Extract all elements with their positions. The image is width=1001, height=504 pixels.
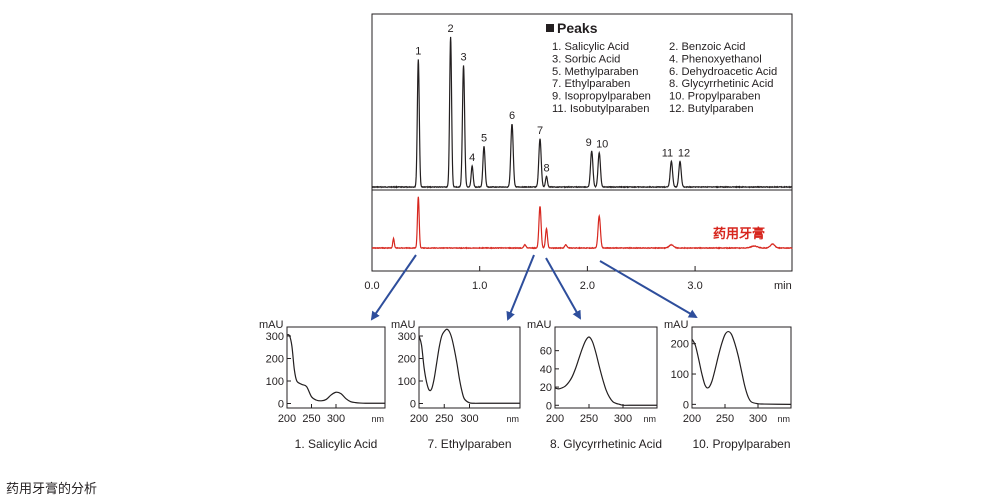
sample-trace [371, 196, 793, 250]
chromatogram-frame [371, 13, 793, 272]
y-tick-label: 300 [398, 331, 416, 343]
spectrum-title: 8. Glycyrrhetinic Acid [550, 437, 662, 451]
peak-label: 12 [678, 148, 690, 160]
legend-item: 1. Salicylic Acid [552, 41, 629, 53]
x-tick-label: 200 [278, 413, 296, 425]
x-tick-label: 250 [580, 413, 598, 425]
spectrum-panel: 0 100 200 200 250 300 nm mAU 10. Propylparaben [664, 319, 792, 451]
y-unit-label: mAU [527, 319, 552, 331]
spectrum-title: 10. Propylparaben [692, 437, 790, 451]
legend-item: 11. Isobutylparaben [552, 103, 649, 115]
legend-item: 10. Propylparaben [669, 91, 760, 103]
y-tick-label: 300 [266, 331, 284, 343]
y-tick-label: 200 [398, 354, 416, 366]
x-tick-label: 2.0 [580, 280, 595, 292]
arrow-10 [599, 260, 698, 319]
peak-label: 1 [415, 46, 421, 58]
arrow-8 [545, 257, 581, 320]
y-tick-label: 20 [540, 382, 552, 394]
spectrum-panel: 0 100 200 300 200 250 300 nm mAU 1. Salicylic Aci… [259, 319, 386, 451]
y-unit-label: mAU [391, 319, 416, 331]
y-tick-label: 200 [671, 339, 689, 351]
spectrum-curve [286, 333, 385, 404]
peak-label: 5 [481, 133, 487, 145]
x-tick-label: 0.0 [364, 280, 379, 292]
figure-caption: 药用牙膏的分析 [6, 482, 98, 497]
spectrum-curve [418, 328, 520, 404]
x-tick-label: 1.0 [472, 280, 487, 292]
standard-trace [371, 36, 793, 189]
spectrum-frame [554, 326, 658, 409]
y-tick-label: 0 [278, 399, 284, 411]
y-tick-label: 0 [683, 399, 689, 411]
chromatogram-x-axis: 0.0 1.0 2.0 3.0 [364, 266, 703, 292]
legend-item: 8. Glycyrrhetinic Acid [669, 78, 773, 90]
spectrum-curve [554, 336, 657, 406]
legend-item: 7. Ethylparaben [552, 78, 630, 90]
x-unit-label: nm [777, 414, 790, 424]
spectrum-curve [691, 330, 792, 405]
y-unit-label: mAU [664, 319, 689, 331]
sample-label: 药用牙膏 [713, 226, 765, 242]
arrow-1 [370, 254, 417, 321]
arrows [370, 254, 698, 321]
spectrum-panel: 0 20 40 60 200 250 300 nm mAU 8. Glycyrrhetinic A… [527, 319, 662, 451]
x-unit-label: nm [371, 414, 384, 424]
peaks-legend: Peaks 1. Salicylic Acid 2. Benzoic Acid 3.… [546, 20, 777, 115]
spectrum-title: 1. Salicylic Acid [295, 437, 378, 451]
spectrum-frame [286, 326, 386, 409]
peak-label: 4 [469, 152, 475, 164]
x-unit-label: nm [643, 414, 656, 424]
x-tick-label: 300 [614, 413, 632, 425]
spectrum-frame [691, 326, 792, 409]
y-tick-label: 60 [540, 346, 552, 358]
x-tick-label: 250 [435, 413, 453, 425]
x-tick-label: 300 [327, 413, 345, 425]
x-tick-label: 3.0 [687, 280, 702, 292]
y-tick-label: 40 [540, 364, 552, 376]
x-tick-label: 250 [302, 413, 320, 425]
peak-label: 9 [586, 137, 592, 149]
x-tick-label: 250 [716, 413, 734, 425]
legend-item: 2. Benzoic Acid [669, 41, 746, 53]
legend-item: 5. Methylparaben [552, 66, 638, 78]
legend-items: 1. Salicylic Acid 2. Benzoic Acid 3. Sorbi… [552, 41, 777, 115]
x-unit-label: nm [506, 414, 519, 424]
peak-label: 11 [662, 148, 673, 160]
legend-item: 9. Isopropylparaben [552, 91, 651, 103]
legend-square-icon [546, 24, 554, 32]
spectrum-frame [418, 326, 521, 409]
x-tick-label: 200 [546, 413, 564, 425]
peak-label: 3 [460, 52, 466, 64]
y-tick-label: 100 [398, 376, 416, 388]
arrow-7 [506, 254, 535, 321]
legend-item: 12. Butylparaben [669, 103, 754, 115]
legend-title: Peaks [557, 20, 598, 36]
legend-item: 3. Sorbic Acid [552, 53, 620, 65]
y-tick-label: 0 [546, 400, 552, 412]
x-unit-label: min [774, 280, 792, 292]
x-tick-label: 200 [683, 413, 701, 425]
legend-item: 4. Phenoxyethanol [669, 53, 762, 65]
y-tick-label: 100 [266, 376, 284, 388]
peak-label: 2 [448, 23, 454, 35]
y-tick-label: 100 [671, 369, 689, 381]
peak-label: 10 [596, 139, 608, 151]
y-tick-label: 0 [410, 399, 416, 411]
spectrum-title: 7. Ethylparaben [427, 437, 511, 451]
peak-label: 8 [543, 163, 549, 175]
legend-item: 6. Dehydroacetic Acid [669, 66, 777, 78]
x-tick-label: 300 [460, 413, 478, 425]
peak-label: 7 [537, 125, 543, 137]
spectrum-panel: 0 100 200 300 200 250 300 nm mAU 7. Ethylparaben [391, 319, 521, 451]
x-tick-label: 300 [749, 413, 767, 425]
x-tick-label: 200 [410, 413, 428, 425]
y-unit-label: mAU [259, 319, 284, 331]
y-tick-label: 200 [266, 354, 284, 366]
peak-label: 6 [509, 110, 515, 122]
